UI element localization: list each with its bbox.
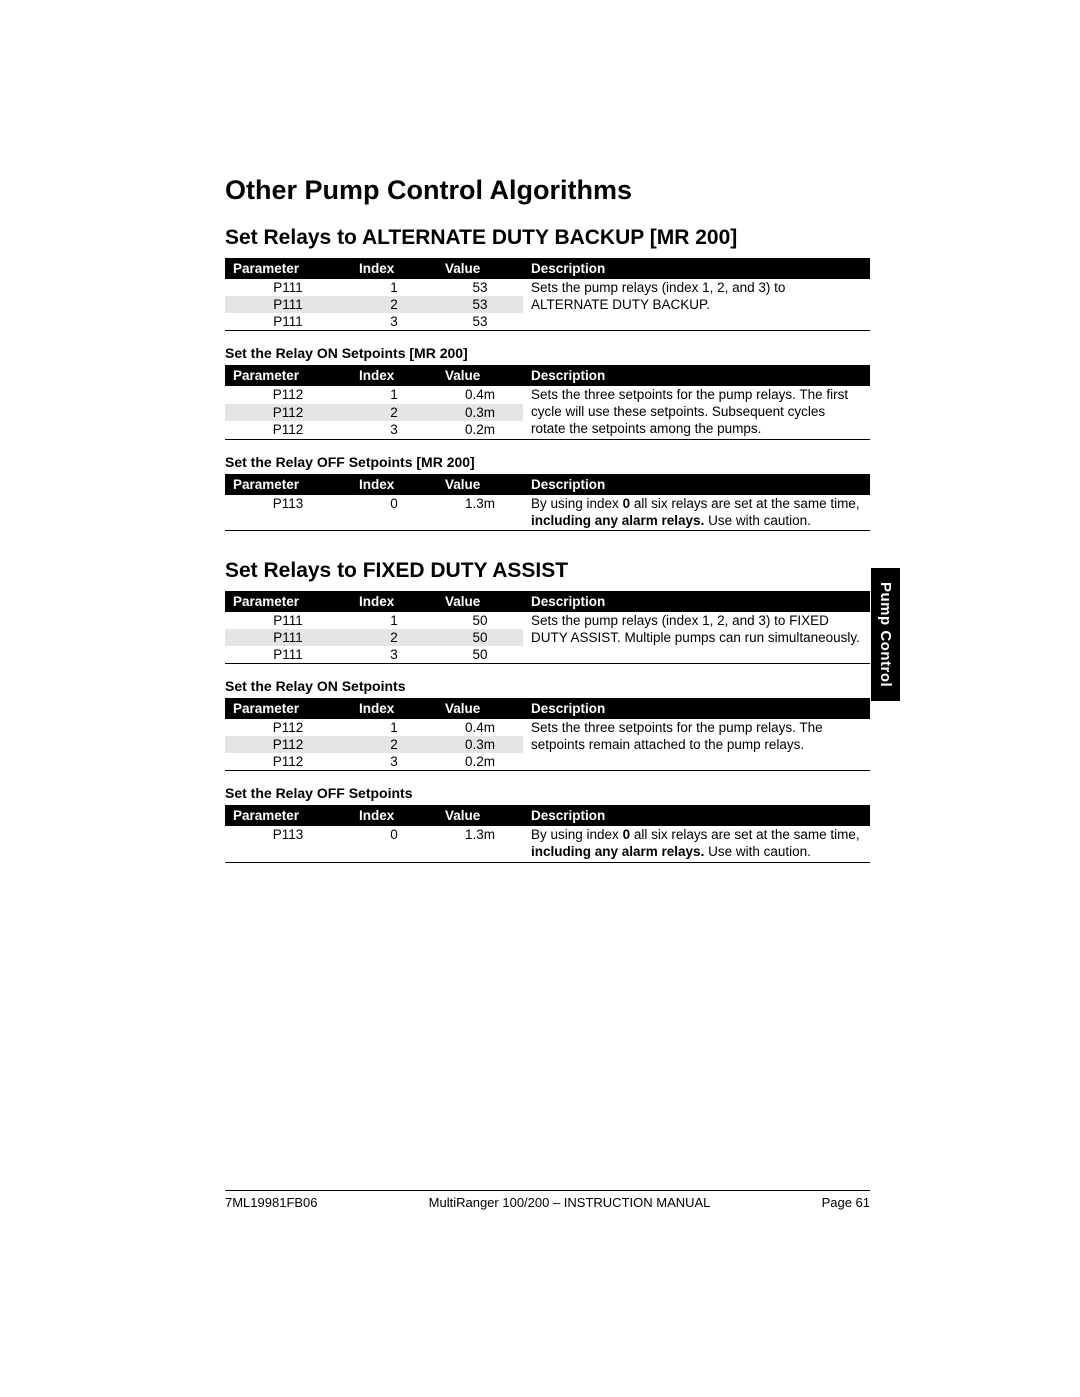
column-header: Index [351,591,437,612]
cell-value: 50 [437,612,523,629]
cell-index: 3 [351,421,437,439]
column-header: Parameter [225,591,351,612]
side-tab: Pump Control [871,568,900,701]
table-row: P11301.3mBy using index 0 all six relays… [225,826,870,862]
table-row: P11210.4mSets the three setpoints for th… [225,386,870,404]
cell-index: 2 [351,629,437,646]
table-subtitle: Set the Relay OFF Setpoints [MR 200] [225,454,870,470]
cell-value: 0.2m [437,421,523,439]
cell-value: 1.3m [437,826,523,862]
cell-index: 3 [351,753,437,771]
cell-index: 2 [351,296,437,313]
column-header: Description [523,698,870,719]
cell-description: By using index 0 all six relays are set … [523,826,870,862]
cell-value: 53 [437,279,523,296]
cell-description: Sets the pump relays (index 1, 2, and 3)… [523,279,870,331]
cell-parameter: P111 [225,313,351,331]
cell-value: 53 [437,313,523,331]
column-header: Description [523,805,870,826]
table-row: P111153Sets the pump relays (index 1, 2,… [225,279,870,296]
table-row: P11210.4mSets the three setpoints for th… [225,719,870,736]
parameter-table: ParameterIndexValueDescriptionP11210.4mS… [225,365,870,440]
cell-parameter: P112 [225,719,351,736]
cell-value: 50 [437,646,523,664]
table-row: P111150Sets the pump relays (index 1, 2,… [225,612,870,629]
cell-parameter: P113 [225,495,351,531]
cell-index: 3 [351,313,437,331]
cell-parameter: P112 [225,421,351,439]
cell-index: 2 [351,404,437,422]
column-header: Parameter [225,698,351,719]
page-footer: 7ML19981FB06 MultiRanger 100/200 – INSTR… [225,1190,870,1210]
column-header: Value [437,474,523,495]
cell-parameter: P113 [225,826,351,862]
parameter-table: ParameterIndexValueDescriptionP11210.4mS… [225,698,870,771]
cell-parameter: P111 [225,629,351,646]
cell-index: 2 [351,736,437,753]
cell-parameter: P111 [225,646,351,664]
column-header: Value [437,258,523,279]
footer-center: MultiRanger 100/200 – INSTRUCTION MANUAL [429,1195,711,1210]
column-header: Value [437,365,523,386]
cell-index: 1 [351,279,437,296]
column-header: Index [351,365,437,386]
column-header: Description [523,591,870,612]
table-subtitle: Set the Relay OFF Setpoints [225,785,870,801]
column-header: Value [437,591,523,612]
cell-value: 0.2m [437,753,523,771]
page-content: Other Pump Control Algorithms Set Relays… [225,175,870,891]
cell-parameter: P112 [225,753,351,771]
cell-parameter: P112 [225,386,351,404]
cell-index: 0 [351,495,437,531]
cell-description: Sets the pump relays (index 1, 2, and 3)… [523,612,870,664]
parameter-table: ParameterIndexValueDescriptionP111150Set… [225,591,870,664]
cell-parameter: P111 [225,279,351,296]
cell-index: 3 [351,646,437,664]
parameter-table: ParameterIndexValueDescriptionP11301.3mB… [225,805,870,863]
cell-value: 0.3m [437,736,523,753]
footer-left: 7ML19981FB06 [225,1195,318,1210]
cell-value: 50 [437,629,523,646]
cell-description: Sets the three setpoints for the pump re… [523,386,870,439]
cell-parameter: P111 [225,612,351,629]
cell-value: 53 [437,296,523,313]
column-header: Parameter [225,805,351,826]
parameter-table: ParameterIndexValueDescriptionP11301.3mB… [225,474,870,532]
column-header: Description [523,474,870,495]
column-header: Index [351,698,437,719]
footer-right: Page 61 [822,1195,870,1210]
cell-index: 1 [351,719,437,736]
cell-parameter: P112 [225,404,351,422]
cell-description: By using index 0 all six relays are set … [523,495,870,531]
cell-value: 1.3m [437,495,523,531]
column-header: Description [523,365,870,386]
column-header: Description [523,258,870,279]
table-row: P11301.3mBy using index 0 all six relays… [225,495,870,531]
parameter-table: ParameterIndexValueDescriptionP111153Set… [225,258,870,331]
column-header: Parameter [225,474,351,495]
cell-parameter: P112 [225,736,351,753]
column-header: Index [351,258,437,279]
cell-index: 1 [351,386,437,404]
cell-value: 0.4m [437,386,523,404]
column-header: Parameter [225,365,351,386]
column-header: Parameter [225,258,351,279]
column-header: Index [351,474,437,495]
cell-description: Sets the three setpoints for the pump re… [523,719,870,771]
cell-parameter: P111 [225,296,351,313]
cell-value: 0.4m [437,719,523,736]
section-heading: Set Relays to ALTERNATE DUTY BACKUP [MR … [225,226,870,250]
section-heading: Set Relays to FIXED DUTY ASSIST [225,559,870,583]
table-subtitle: Set the Relay ON Setpoints [MR 200] [225,345,870,361]
cell-value: 0.3m [437,404,523,422]
column-header: Value [437,698,523,719]
column-header: Value [437,805,523,826]
table-subtitle: Set the Relay ON Setpoints [225,678,870,694]
cell-index: 0 [351,826,437,862]
column-header: Index [351,805,437,826]
page-title: Other Pump Control Algorithms [225,175,870,206]
cell-index: 1 [351,612,437,629]
